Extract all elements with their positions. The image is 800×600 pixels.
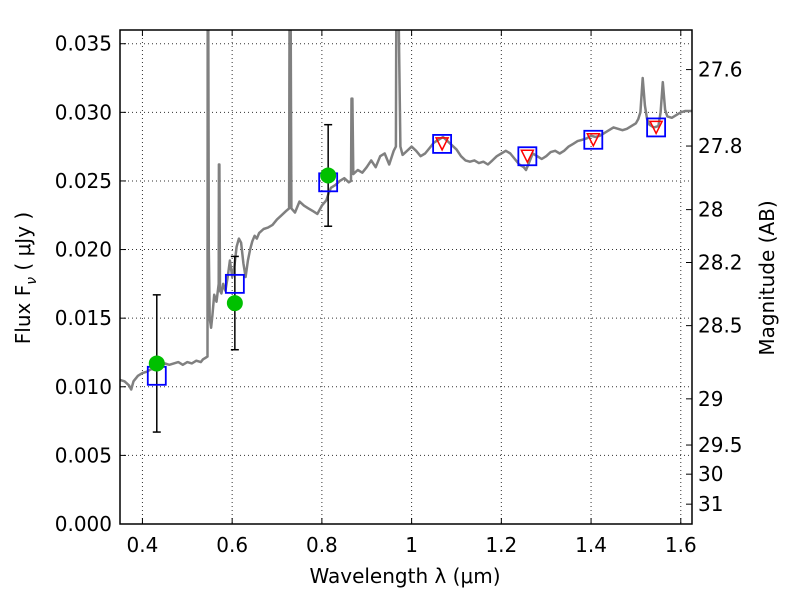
spectrum-line xyxy=(120,30,692,391)
y-axis-label: Flux Fν ( μJy ) xyxy=(11,212,40,344)
upper-limit-marker xyxy=(520,149,535,164)
upper-limit-marker xyxy=(434,137,450,152)
magnitude-tick-label: 31 xyxy=(698,492,723,516)
y-tick-label: 0.030 xyxy=(55,100,112,124)
y-tick-label: 0.035 xyxy=(55,32,112,56)
magnitude-tick-label: 29 xyxy=(698,387,723,411)
magnitude-axis-label: Magnitude (AB) xyxy=(755,200,779,355)
y-axis-label-unit: ( μJy ) xyxy=(11,212,35,277)
model-photometry-point xyxy=(224,273,245,294)
y-axis: 0.000 0.005 0.010 0.015 0.020 0.025 0.030 0.035 xyxy=(55,32,126,536)
y-tick-label: 0.000 xyxy=(55,512,112,536)
upper-limit-marker xyxy=(648,120,664,136)
x-tick-label: 1 xyxy=(405,533,418,557)
magnitude-axis: 27.6 27.8 28 28.2 28.5 29 29.5 30 31 xyxy=(686,58,743,516)
magnitude-tick-label: 27.8 xyxy=(698,134,743,158)
magnitude-tick-label: 27.6 xyxy=(698,58,743,82)
x-axis-label: Wavelength λ (μm) xyxy=(309,564,500,588)
y-axis-label-subscript: ν xyxy=(24,277,40,285)
model-photometry-point xyxy=(583,129,604,150)
plot-layer xyxy=(120,30,692,433)
model-photometry-point xyxy=(432,133,453,154)
y-tick-label: 0.010 xyxy=(55,375,112,399)
magnitude-tick-label: 28.5 xyxy=(698,314,743,338)
x-tick-label: 0.4 xyxy=(127,533,159,557)
magnitude-tick-label: 30 xyxy=(698,462,723,486)
x-tick-label: 0.6 xyxy=(216,533,248,557)
x-axis: 0.4 0.6 0.8 1 1.2 1.4 1.6 xyxy=(127,30,697,557)
x-tick-label: 1.4 xyxy=(575,533,607,557)
model-photometry-point xyxy=(646,117,667,138)
magnitude-tick-label: 28.2 xyxy=(698,251,743,275)
y-tick-label: 0.020 xyxy=(55,238,112,262)
observed-photometry-point xyxy=(226,295,243,312)
x-tick-label: 1.2 xyxy=(485,533,517,557)
magnitude-tick-label: 28 xyxy=(698,198,723,222)
observed-photometry-point xyxy=(320,167,337,184)
plot-frame xyxy=(119,29,693,525)
y-tick-label: 0.005 xyxy=(55,443,112,467)
y-tick-label: 0.015 xyxy=(55,306,112,330)
x-tick-label: 1.6 xyxy=(665,533,697,557)
upper-limit-marker xyxy=(586,133,601,148)
y-tick-label: 0.025 xyxy=(55,169,112,193)
plot-area xyxy=(120,30,692,433)
model-photometry-point xyxy=(517,146,538,167)
observed-photometry-point xyxy=(148,355,165,372)
magnitude-tick-label: 29.5 xyxy=(698,433,743,457)
x-tick-label: 0.8 xyxy=(306,533,338,557)
y-axis-label-main: Flux F xyxy=(11,285,35,344)
grid-lines xyxy=(120,30,692,524)
